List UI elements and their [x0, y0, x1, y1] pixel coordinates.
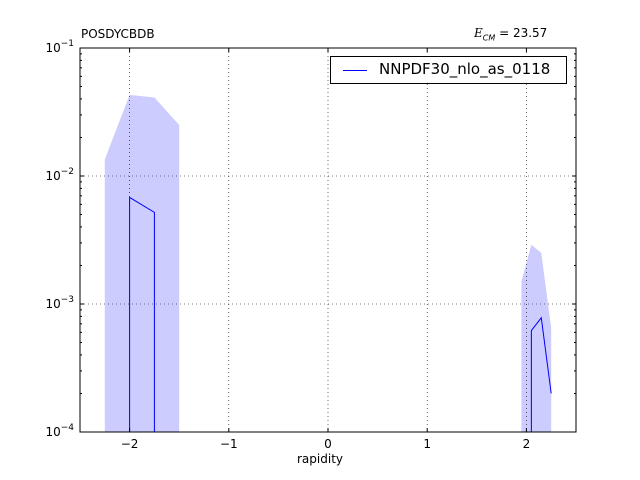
- y-tick-label: 10−1: [45, 39, 74, 55]
- y-tick-label: 10−2: [45, 167, 74, 183]
- uncertainty-band-2: [521, 244, 552, 432]
- x-tick-label: −1: [220, 437, 238, 451]
- energy-value: = 23.57: [499, 26, 548, 40]
- x-tick-label: 2: [523, 437, 531, 451]
- uncertainty-bands: [104, 94, 552, 433]
- x-tick-label: −2: [121, 437, 139, 451]
- energy-subscript: CM: [482, 33, 496, 43]
- legend: NNPDF30_nlo_as_0118: [330, 56, 567, 84]
- series-line-segment-2: [530, 316, 552, 432]
- y-tick-label: 10−3: [45, 295, 74, 311]
- chart-title: POSDYCBDB: [81, 27, 155, 41]
- legend-label: NNPDF30_nlo_as_0118: [379, 60, 551, 78]
- axis-ticks: −2 −1 0 1 2 10−4 10−3 10−2 10−1: [45, 39, 576, 451]
- y-tick-label: 10−4: [45, 423, 74, 439]
- energy-label: ECM = 23.57: [474, 26, 547, 42]
- x-tick-label: 1: [423, 437, 431, 451]
- energy-symbol: E: [474, 26, 483, 40]
- uncertainty-band-1: [104, 94, 180, 433]
- x-axis-label: rapidity: [297, 452, 343, 466]
- series-line-segment-1: [129, 196, 155, 432]
- legend-line-swatch: [343, 70, 367, 71]
- series-lines: [129, 196, 552, 432]
- x-tick-label: 0: [324, 437, 332, 451]
